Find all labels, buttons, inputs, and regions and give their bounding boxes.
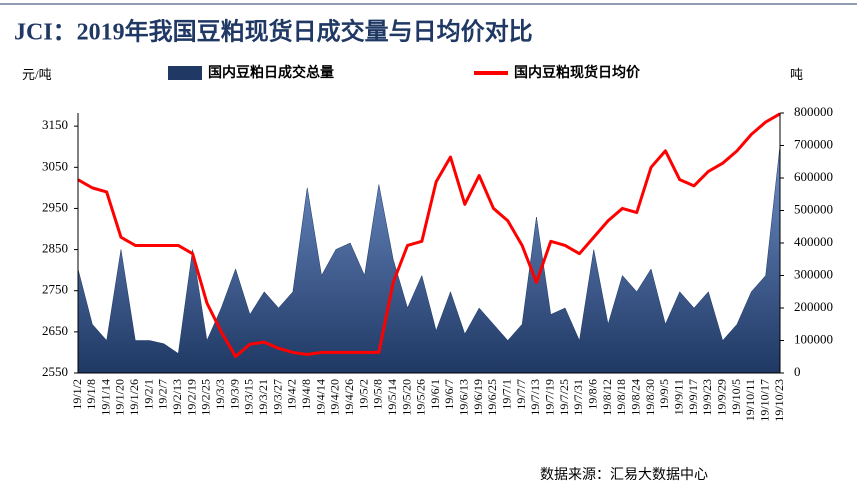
x-tick-label: 19/5/14 (385, 379, 399, 416)
legend-swatch (168, 66, 202, 80)
source-note: 数据来源：汇易大数据中心 (540, 467, 708, 483)
x-tick-label: 19/4/14 (313, 379, 327, 416)
x-tick-label: 19/6/25 (485, 379, 499, 416)
y2-tick-label: 0 (794, 364, 801, 379)
x-tick-label: 19/10/11 (743, 379, 757, 421)
x-tick-label: 19/5/8 (371, 379, 385, 410)
y2-tick-label: 400000 (794, 234, 833, 249)
x-tick-label: 19/8/18 (614, 379, 628, 416)
x-tick-label: 19/8/6 (586, 379, 600, 410)
x-tick-label: 19/7/25 (557, 379, 571, 416)
y2-tick-label: 100000 (794, 331, 833, 346)
y-tick-label: 3150 (42, 117, 68, 132)
y-tick-label: 3050 (42, 158, 68, 173)
x-tick-label: 19/5/2 (356, 379, 370, 410)
x-tick-label: 19/10/23 (772, 379, 786, 422)
x-tick-label: 19/10/5 (729, 379, 743, 416)
chart-title: JCI：2019年我国豆粕现货日成交量与日均价对比 (14, 18, 533, 46)
x-tick-label: 19/6/19 (471, 379, 485, 416)
x-tick-label: 19/4/20 (328, 379, 342, 416)
x-tick-label: 19/6/13 (457, 379, 471, 416)
y-tick-label: 2550 (42, 364, 68, 379)
volume-area (77, 145, 781, 374)
x-tick-label: 19/9/17 (686, 379, 700, 416)
x-tick-label: 19/6/1 (428, 379, 442, 410)
y-tick-label: 2850 (42, 241, 68, 256)
y2-tick-label: 600000 (794, 169, 833, 184)
price-line (77, 112, 781, 359)
y-axis-label: 元/吨 (22, 67, 52, 82)
x-tick-label: 19/3/27 (270, 379, 284, 416)
x-tick-label: 19/9/29 (714, 379, 728, 416)
x-tick-label: 19/6/7 (442, 379, 456, 410)
legend-label: 国内豆粕日成交总量 (208, 64, 334, 81)
y2-tick-label: 500000 (794, 201, 833, 216)
x-tick-label: 19/2/13 (170, 379, 184, 416)
x-tick-label: 19/9/11 (671, 379, 685, 415)
x-tick-label: 19/7/31 (571, 379, 585, 416)
x-tick-label: 19/1/14 (98, 379, 112, 416)
y2-tick-label: 200000 (794, 299, 833, 314)
x-tick-label: 19/10/17 (757, 379, 771, 422)
x-tick-label: 19/3/3 (213, 379, 227, 410)
x-tick-label: 19/2/7 (156, 379, 170, 410)
x-tick-label: 19/1/26 (127, 379, 141, 416)
x-tick-label: 19/7/13 (528, 379, 542, 416)
x-tick-label: 19/1/20 (113, 379, 127, 416)
y2-tick-label: 300000 (794, 266, 833, 281)
x-tick-label: 19/4/2 (285, 379, 299, 410)
x-tick-label: 19/2/25 (199, 379, 213, 416)
x-tick-label: 19/2/19 (184, 379, 198, 416)
x-tick-label: 19/4/8 (299, 379, 313, 410)
y-tick-label: 2950 (42, 199, 68, 214)
x-tick-label: 19/7/1 (500, 379, 514, 410)
y-tick-label: 2650 (42, 323, 68, 338)
x-tick-label: 19/8/12 (600, 379, 614, 416)
x-tick-label: 19/7/7 (514, 379, 528, 410)
x-tick-label: 19/1/2 (70, 379, 84, 410)
x-tick-label: 19/9/5 (657, 379, 671, 410)
x-tick-label: 19/5/26 (414, 379, 428, 416)
x-tick-label: 19/8/30 (643, 379, 657, 416)
x-tick-label: 19/3/9 (227, 379, 241, 410)
x-tick-label: 19/4/26 (342, 379, 356, 416)
x-tick-label: 19/2/1 (141, 379, 155, 410)
x-tick-label: 19/8/24 (628, 379, 642, 416)
x-tick-label: 19/1/8 (84, 379, 98, 410)
y2-axis-label: 吨 (790, 67, 803, 82)
x-tick-label: 19/3/21 (256, 379, 270, 416)
x-tick-label: 19/7/19 (543, 379, 557, 416)
y2-tick-label: 800000 (794, 104, 833, 119)
x-tick-label: 19/5/20 (399, 379, 413, 416)
y-tick-label: 2750 (42, 282, 68, 297)
legend-label: 国内豆粕现货日均价 (514, 64, 641, 81)
x-tick-label: 19/9/23 (700, 379, 714, 416)
y2-tick-label: 700000 (794, 136, 833, 151)
x-tick-label: 19/3/15 (242, 379, 256, 416)
